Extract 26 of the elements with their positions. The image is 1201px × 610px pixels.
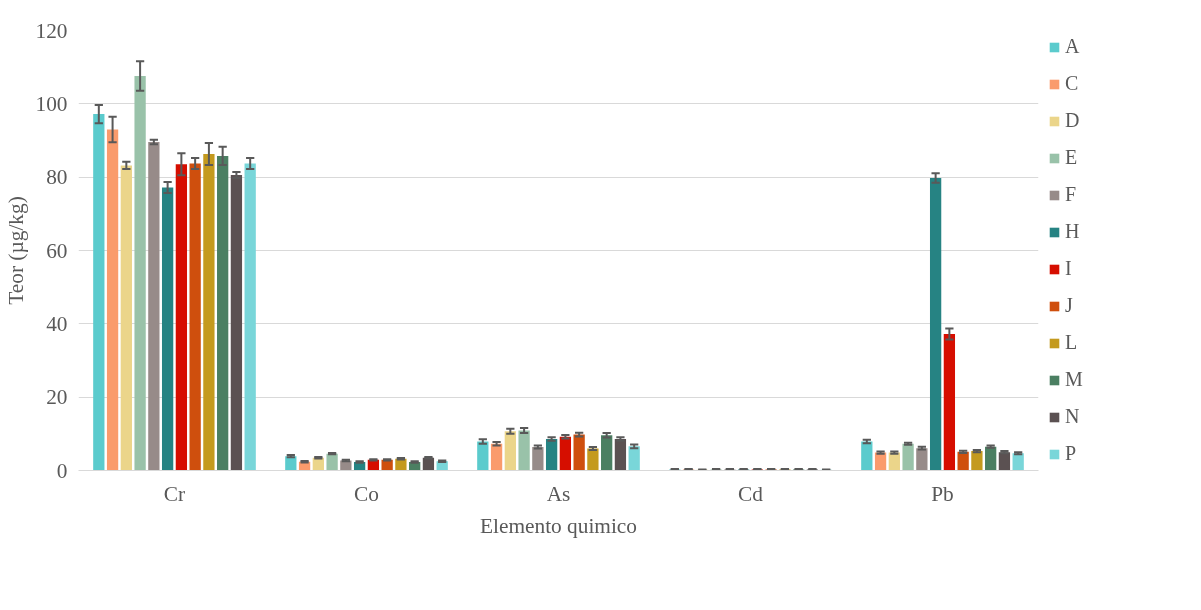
x-tick-label: Pb [931, 481, 954, 506]
legend-label: I [1065, 257, 1073, 280]
y-tick-label: 60 [46, 238, 68, 263]
y-tick-label: 100 [35, 91, 68, 116]
legend-label: D [1065, 109, 1081, 132]
y-tick-label: 120 [35, 18, 68, 43]
x-tick-label: As [546, 481, 571, 506]
y-tick-label: 40 [46, 311, 68, 336]
y-tick-label: 80 [46, 165, 68, 190]
x-tick-label: Co [354, 481, 379, 506]
legend-label: P [1065, 442, 1078, 465]
legend-label: M [1065, 368, 1084, 391]
y-axis-title: Teor (µg/kg) [3, 196, 28, 305]
legend-label: A [1065, 35, 1081, 58]
legend-label: L [1065, 331, 1079, 354]
y-tick-label: 20 [46, 385, 68, 410]
x-axis-title: Elemento quimico [480, 513, 637, 538]
legend-label: J [1065, 294, 1074, 317]
y-tick-label: 0 [56, 458, 68, 483]
legend-label: F [1065, 183, 1078, 206]
legend-label: E [1065, 146, 1079, 169]
legend-label: H [1065, 220, 1081, 243]
legend-label: C [1065, 72, 1080, 95]
x-tick-label: Cd [738, 481, 764, 506]
legend-label: N [1065, 405, 1081, 428]
x-tick-label: Cr [163, 481, 186, 506]
